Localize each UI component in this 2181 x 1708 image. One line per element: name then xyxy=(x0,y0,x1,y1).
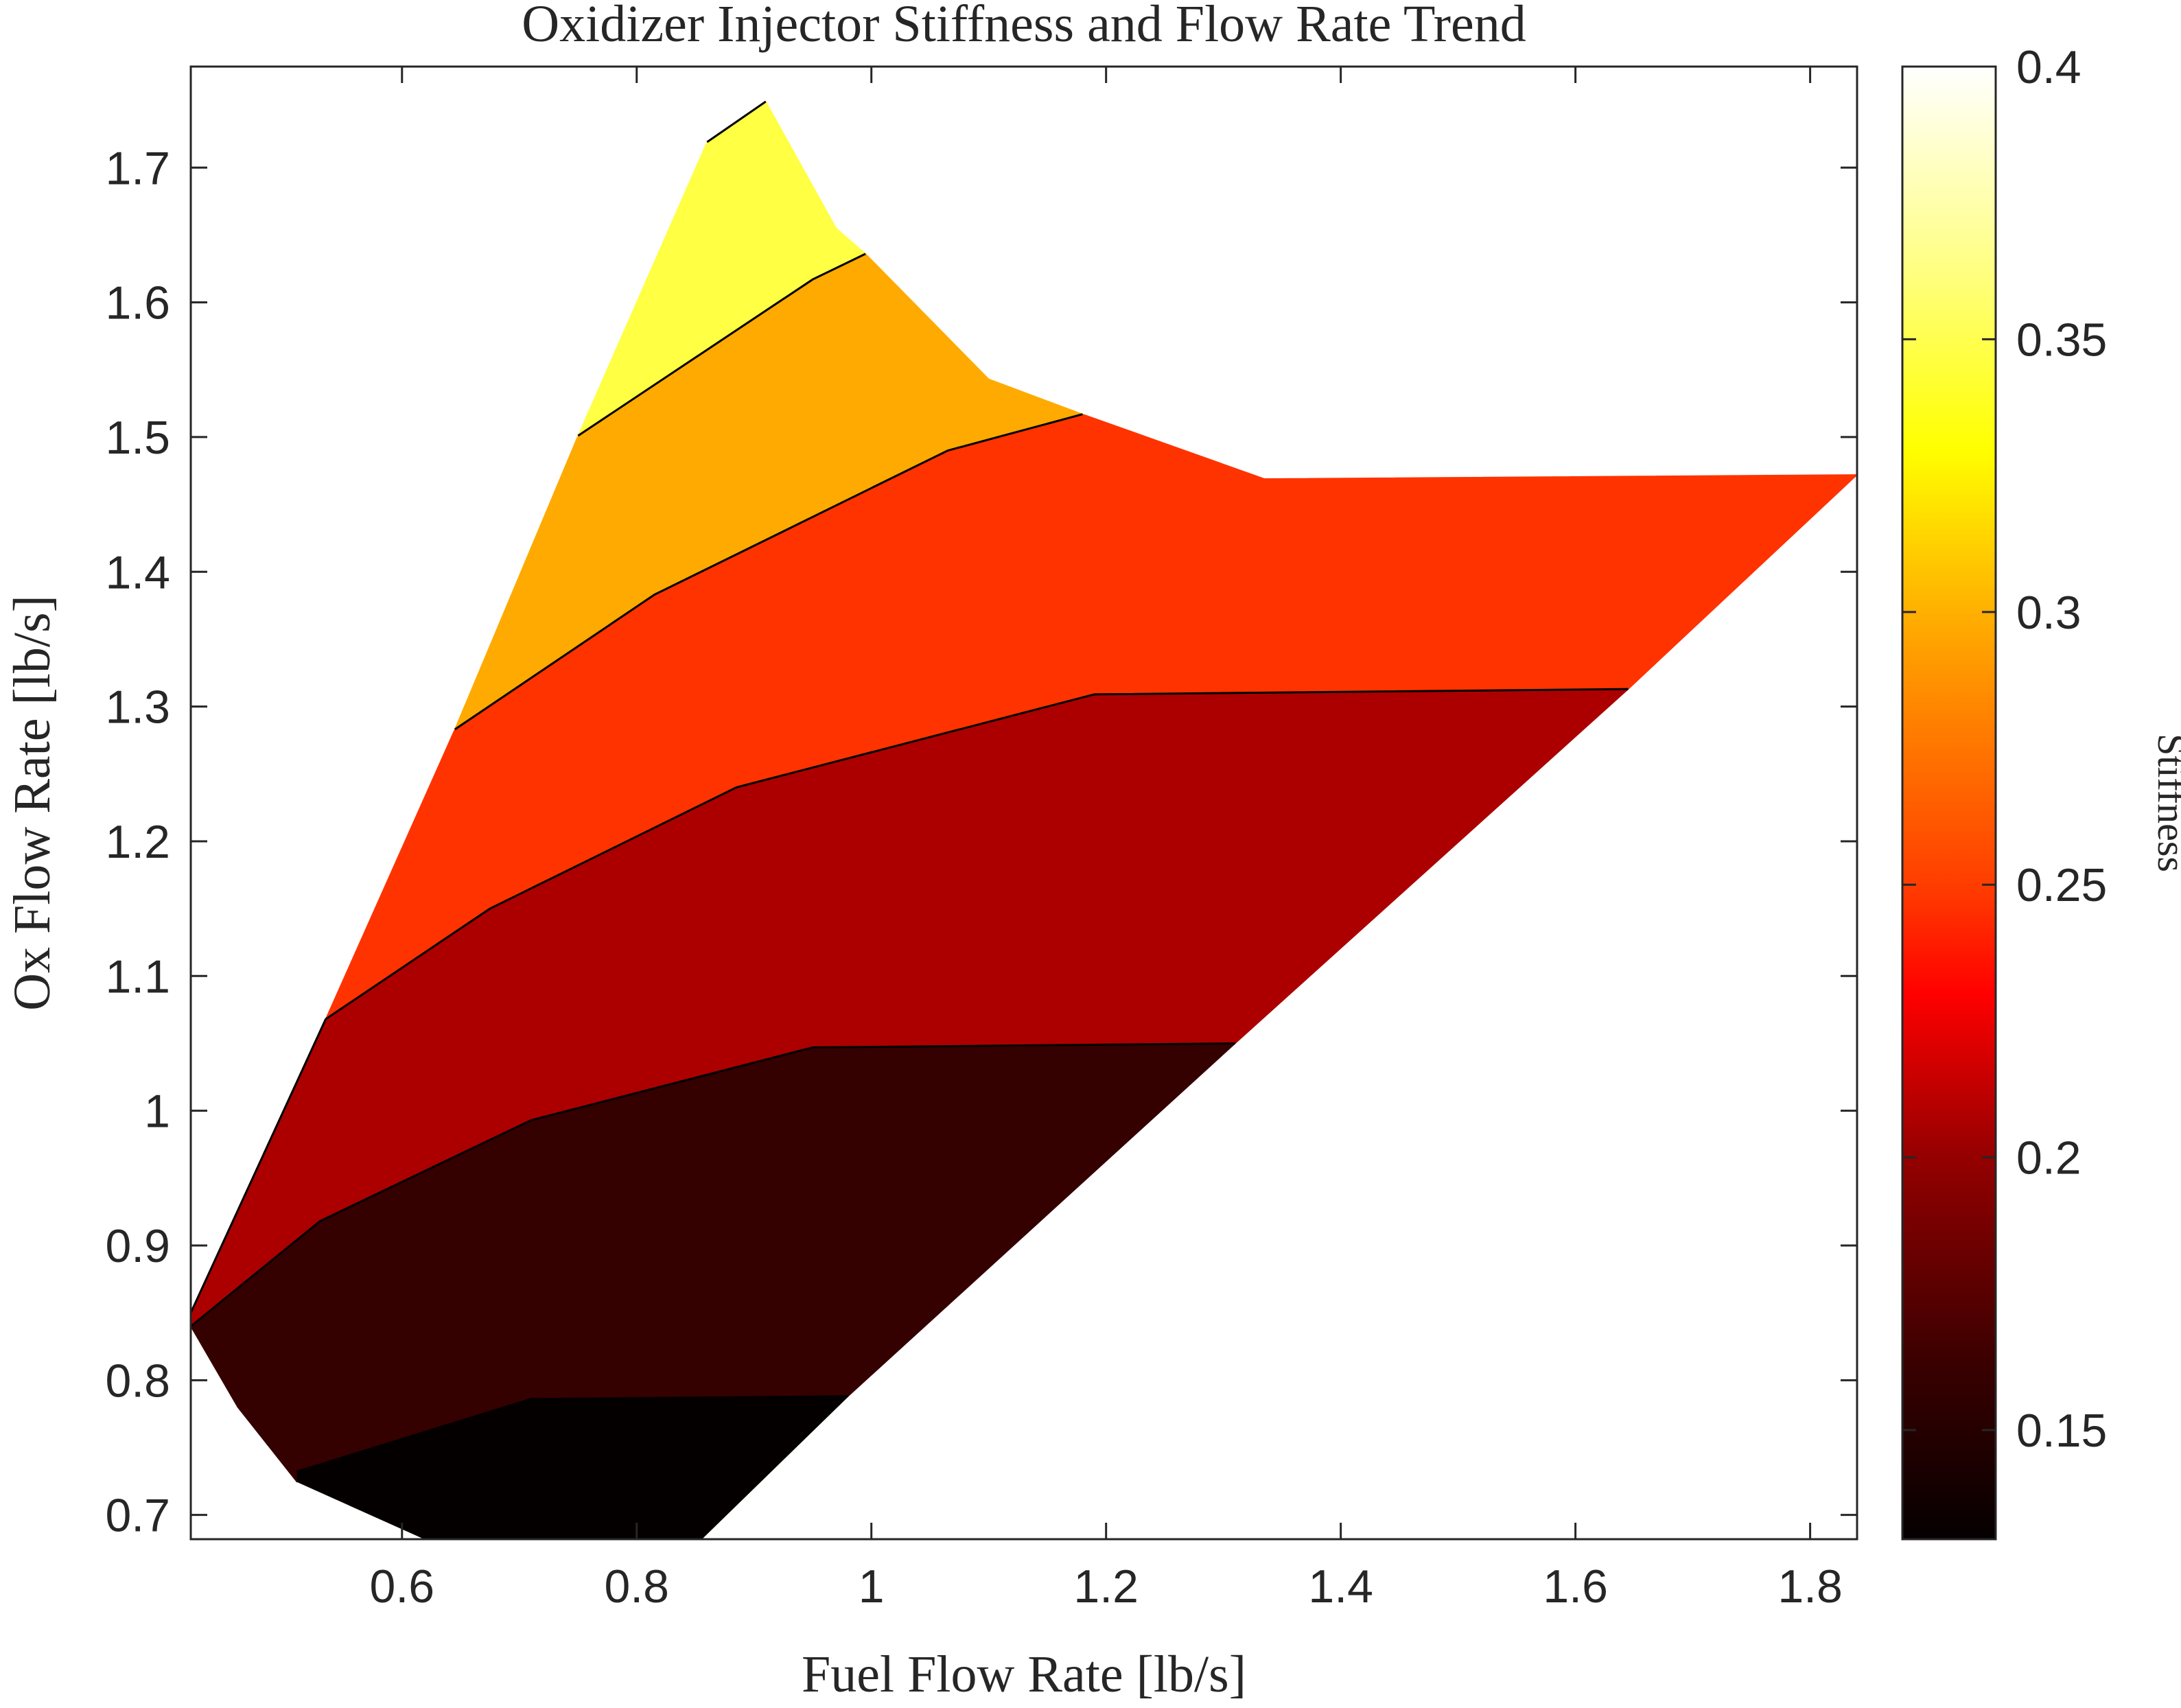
plot-area-frame xyxy=(189,65,1858,1541)
contour-line-0 xyxy=(296,1395,848,1473)
y-tick-label-10: 1.7 xyxy=(105,142,170,194)
y-tick-label-9: 1.6 xyxy=(105,277,170,329)
x-tick-label-1: 0.8 xyxy=(604,1560,669,1613)
x-tick-label-0: 0.6 xyxy=(370,1560,435,1613)
colorbar-tick-label-5: 0.4 xyxy=(2016,41,2081,93)
colorbar-gradient xyxy=(1901,65,1997,1541)
x-tick-label-6: 1.8 xyxy=(1777,1560,1843,1613)
x-tick-label-5: 1.6 xyxy=(1543,1560,1608,1613)
colorbar-tick-label-4: 0.35 xyxy=(2016,314,2107,366)
x-axis: 0.6 0.8 1 1.2 1.4 1.6 1.8 xyxy=(370,67,1843,1613)
colorbar-tick-label-1: 0.2 xyxy=(2016,1132,2081,1184)
colorbar: 0.15 0.2 0.25 0.3 0.35 0.4 Stiffness xyxy=(1901,41,2181,1541)
colorbar-ticks: 0.15 0.2 0.25 0.3 0.35 0.4 xyxy=(1902,41,2107,1457)
y-tick-label-5: 1.2 xyxy=(105,816,170,868)
contour-line-2 xyxy=(191,688,1629,1313)
chart-title: Oxidizer Injector Stiffness and Flow Rat… xyxy=(522,0,1526,53)
contour-line-5 xyxy=(706,100,767,143)
colorbar-tick-label-2: 0.25 xyxy=(2016,859,2107,911)
x-axis-label: Fuel Flow Rate [lb/s] xyxy=(802,1646,1246,1703)
y-tick-label-4: 1.1 xyxy=(105,950,170,1003)
y-tick-label-0: 0.7 xyxy=(105,1490,170,1542)
contour-line-1 xyxy=(191,1042,1235,1327)
y-tick-label-8: 1.5 xyxy=(105,412,170,464)
y-tick-label-6: 1.3 xyxy=(105,681,170,734)
colorbar-label: Stiffness xyxy=(2149,734,2181,872)
y-tick-label-2: 0.9 xyxy=(105,1220,170,1272)
y-axis-label: Ox Flow Rate [lb/s] xyxy=(3,595,61,1011)
contour-line-3 xyxy=(454,413,1083,731)
y-tick-label-7: 1.4 xyxy=(105,546,170,598)
contour-fill-regions xyxy=(191,100,1857,1539)
x-tick-label-2: 1 xyxy=(859,1560,885,1613)
contour-lines xyxy=(191,100,1629,1473)
x-tick-label-4: 1.4 xyxy=(1308,1560,1373,1613)
colorbar-tick-label-3: 0.3 xyxy=(2016,587,2081,639)
y-tick-label-1: 0.8 xyxy=(105,1355,170,1407)
y-tick-label-3: 1 xyxy=(144,1086,170,1138)
y-axis: 0.7 0.8 0.9 1 1.1 1.2 1.3 1.4 1.5 1.6 1.7 xyxy=(105,142,1857,1542)
contour-line-4 xyxy=(577,253,866,437)
colorbar-tick-label-0: 0.15 xyxy=(2016,1405,2107,1457)
x-tick-label-3: 1.2 xyxy=(1073,1560,1139,1613)
